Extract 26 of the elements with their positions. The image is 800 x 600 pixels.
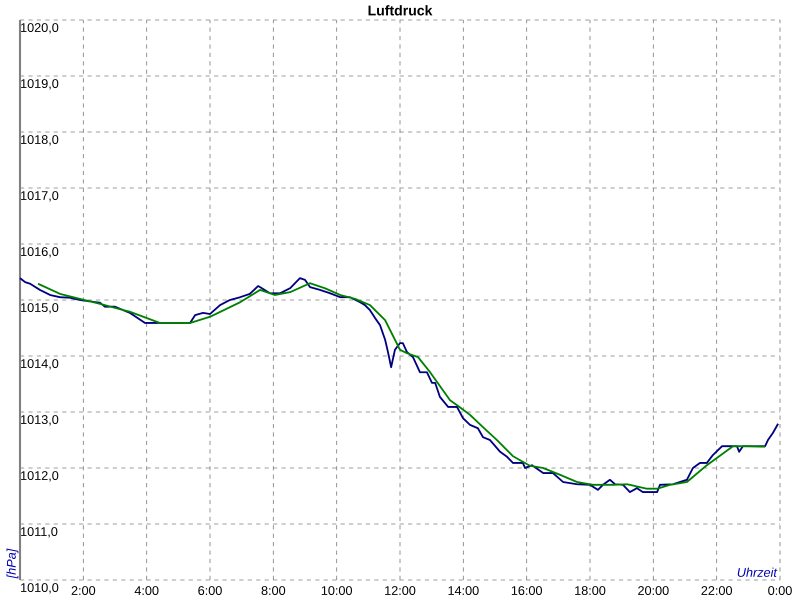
chart-title: Luftdruck <box>368 5 432 16</box>
y-tick-label: 1013,0 <box>21 415 58 426</box>
x-tick-label: 18:00 <box>575 586 606 596</box>
x-tick-label: 22:00 <box>701 586 732 596</box>
x-tick-label: 0:00 <box>768 586 792 596</box>
x-tick-label: 20:00 <box>638 586 669 596</box>
y-tick-label: 1012,0 <box>21 471 58 482</box>
x-tick-label: 16:00 <box>512 586 542 596</box>
y-tick-label: 1010,0 <box>21 583 58 594</box>
y-tick-label: 1011,0 <box>21 527 58 538</box>
x-axis-title: Uhrzeit <box>738 568 778 577</box>
x-tick-label: 14:00 <box>448 586 479 596</box>
x-tick-label: 10:00 <box>322 586 352 596</box>
y-tick-label: 1019,0 <box>21 79 58 90</box>
y-tick-label: 1018,0 <box>21 135 58 146</box>
x-tick-label: 6:00 <box>198 586 222 596</box>
y-tick-label: 1017,0 <box>21 191 58 202</box>
y-tick-label: 1015,0 <box>21 303 58 314</box>
x-tick-label: 12:00 <box>385 586 416 596</box>
y-tick-label: 1016,0 <box>21 247 58 258</box>
y-tick-label: 1020,0 <box>21 23 58 34</box>
y-tick-label: 1014,0 <box>21 359 58 370</box>
x-tick-label: 8:00 <box>262 586 286 596</box>
y-axis-title: [hPa] <box>6 548 18 579</box>
x-tick-label: 2:00 <box>72 586 96 596</box>
x-tick-label: 4:00 <box>134 586 158 596</box>
